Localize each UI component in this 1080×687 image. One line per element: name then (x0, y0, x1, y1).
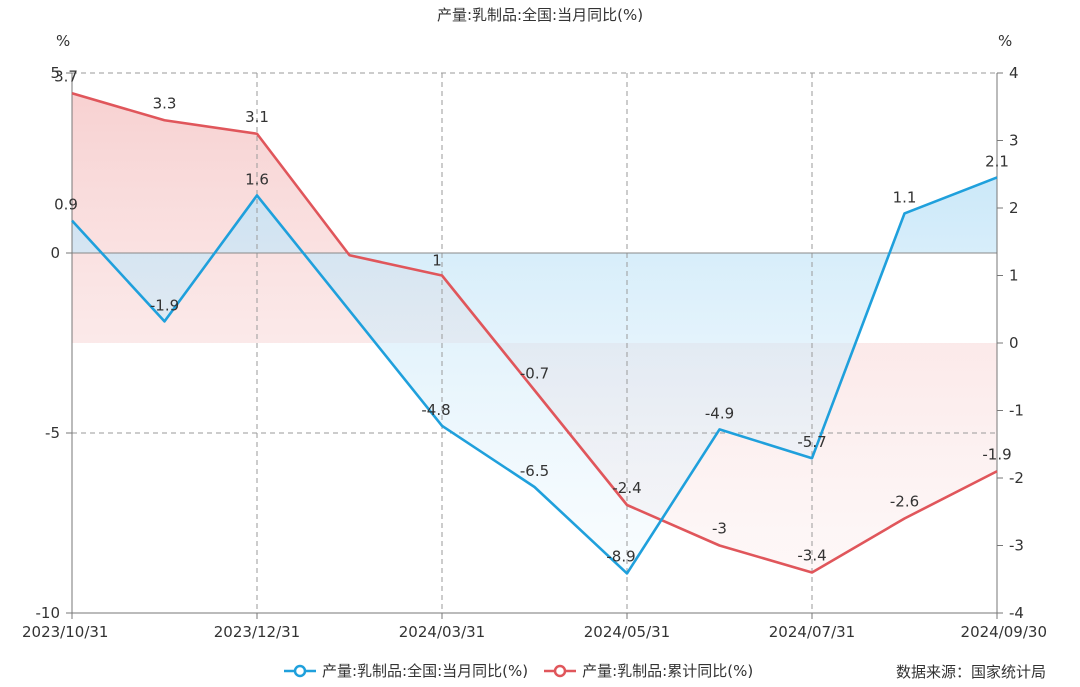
right-axis-unit: % (998, 32, 1013, 50)
x-axis-tick-label: 2023/12/31 (214, 623, 300, 641)
left-axis-tick-label: -5 (45, 424, 60, 442)
x-axis-tick-label: 2024/07/31 (769, 623, 855, 641)
chart-title: 产量:乳制品:全国:当月同比(%) (436, 6, 644, 24)
x-axis-tick-label: 2024/09/30 (961, 623, 1047, 641)
right-axis-tick-label: -3 (1009, 537, 1024, 555)
data-label-monthly: -6.5 (520, 462, 549, 480)
legend-label-cumulative: 产量:乳制品:累计同比(%) (582, 662, 754, 680)
legend-marker-cumulative (544, 664, 577, 677)
right-axis-tick-label: 2 (1009, 199, 1019, 217)
data-label-cumulative: -2.4 (612, 479, 641, 497)
right-axis-tick-label: 4 (1009, 64, 1019, 82)
x-axis-tick-label: 2023/10/31 (22, 623, 108, 641)
data-label-monthly: -4.9 (705, 404, 734, 422)
legend-marker-monthly (284, 664, 316, 677)
legend-label-monthly: 产量:乳制品:全国:当月同比(%) (322, 662, 529, 680)
right-axis-tick-label: 1 (1009, 267, 1019, 285)
data-label-cumulative: 3.3 (153, 94, 177, 112)
series-line-cumulative (71, 92, 998, 574)
left-axis-tick-label: 5 (50, 64, 60, 82)
data-label-cumulative: 3.7 (54, 67, 78, 85)
data-label-monthly: 2.1 (985, 152, 1009, 170)
left-axis-tick-label: -10 (36, 604, 61, 622)
data-label-cumulative: -3 (712, 520, 727, 538)
data-label-monthly: -1.9 (150, 296, 179, 314)
data-source: 数据来源：国家统计局 (896, 663, 1047, 681)
x-axis-tick-label: 2024/03/31 (399, 623, 485, 641)
data-label-cumulative: -3.4 (797, 547, 826, 565)
legend-item-monthly[interactable]: 产量:乳制品:全国:当月同比(%) (284, 660, 528, 681)
data-label-monthly: -8.9 (606, 547, 635, 565)
right-axis-tick-label: -1 (1009, 402, 1024, 420)
data-label-monthly: 1.6 (245, 170, 269, 188)
chart-legend: 产量:乳制品:全国:当月同比(%) 产量:乳制品:累计同比(%) (284, 660, 769, 681)
area-monthly (72, 177, 997, 574)
data-label-cumulative: -2.6 (890, 493, 919, 511)
legend-item-cumulative[interactable]: 产量:乳制品:累计同比(%) (544, 660, 753, 681)
data-label-monthly: 1.1 (893, 188, 917, 206)
data-label-cumulative: -1.9 (982, 445, 1011, 463)
right-axis-tick-label: -2 (1009, 469, 1024, 487)
data-label-cumulative: 3.1 (245, 108, 269, 126)
data-label-monthly: 0.9 (54, 196, 78, 214)
left-axis-unit: % (56, 32, 71, 50)
area-cumulative (72, 93, 997, 573)
right-axis-tick-label: -4 (1009, 604, 1024, 622)
right-axis-tick-label: 3 (1009, 132, 1019, 150)
right-axis-tick-label: 0 (1009, 334, 1019, 352)
data-label-cumulative: 1 (432, 252, 442, 270)
data-label-monthly: -5.7 (797, 433, 826, 451)
data-label-cumulative: -0.7 (520, 364, 549, 382)
x-axis-tick-label: 2024/05/31 (584, 623, 670, 641)
data-label-monthly: -4.8 (421, 401, 450, 419)
series-line-monthly (71, 176, 998, 575)
left-axis-tick-label: 0 (50, 244, 60, 262)
